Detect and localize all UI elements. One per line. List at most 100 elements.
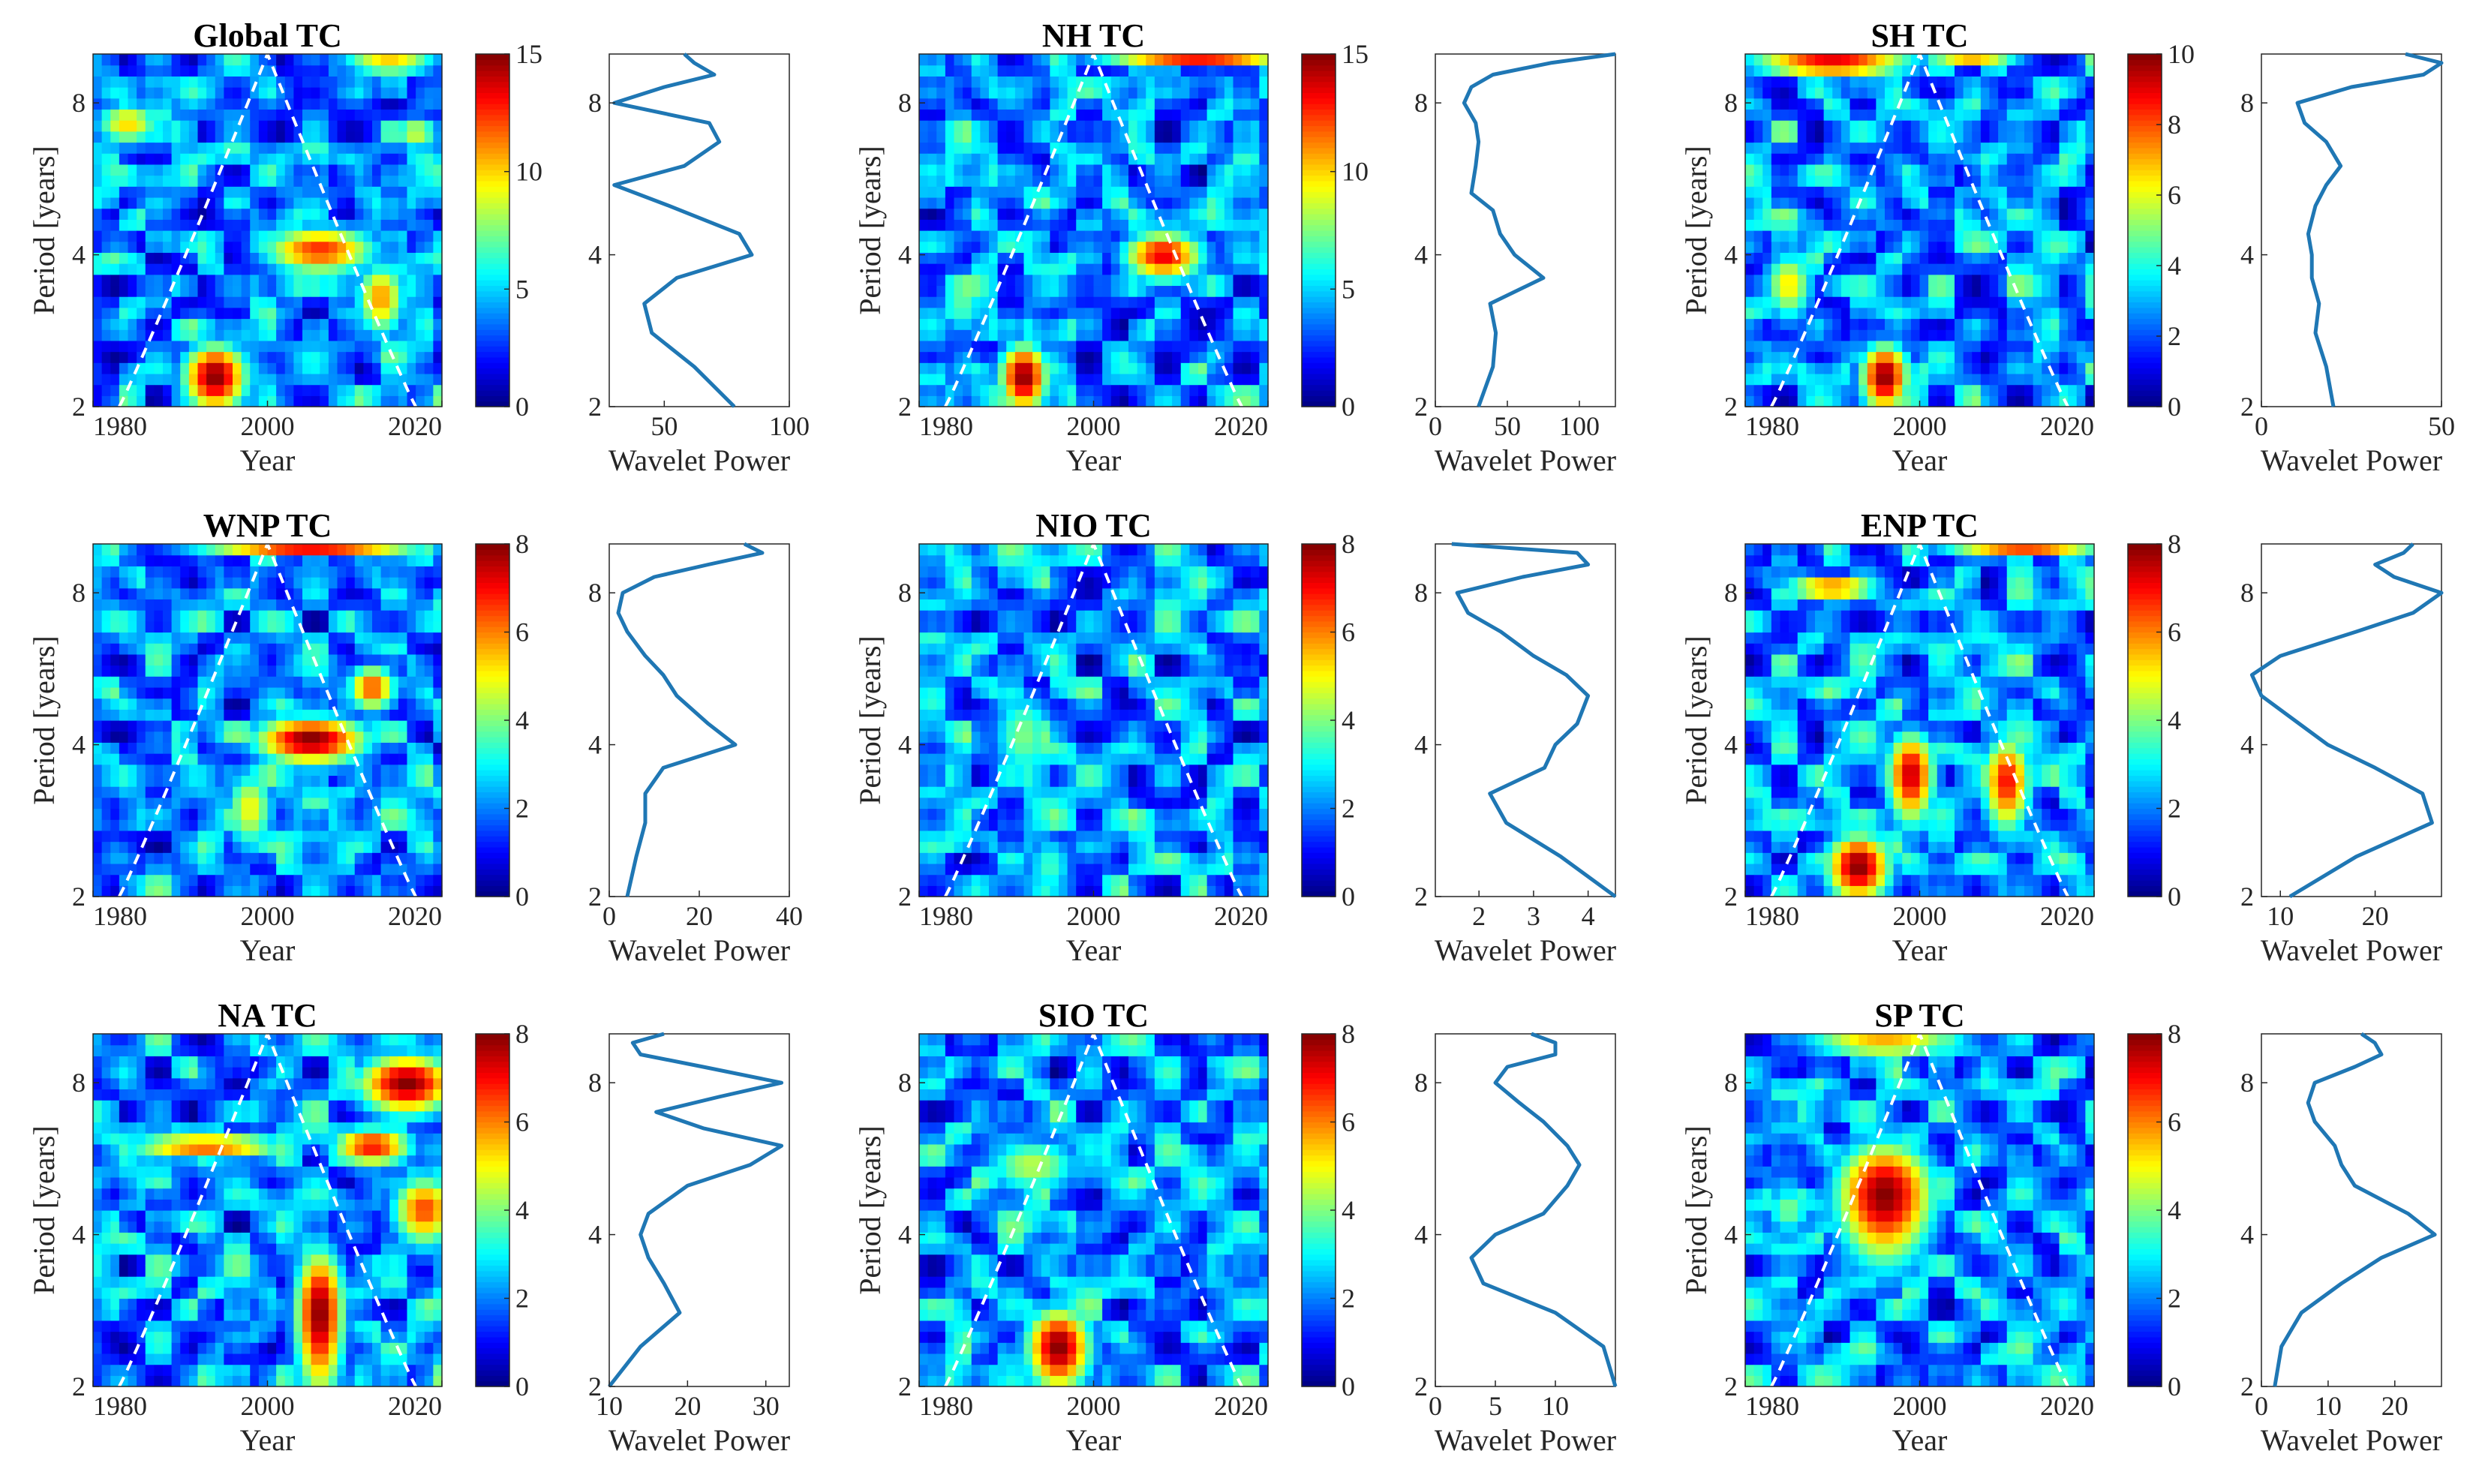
heatmap-cell xyxy=(302,610,312,622)
colorbar-segment xyxy=(1302,241,1336,248)
heatmap-cell xyxy=(1867,131,1877,143)
colorbar-segment xyxy=(2128,104,2162,110)
heatmap-cell xyxy=(233,554,242,566)
heatmap-cell xyxy=(267,296,277,308)
heatmap-cell xyxy=(93,599,103,611)
heatmap-cell xyxy=(1206,384,1216,396)
heatmap-cell xyxy=(328,340,338,353)
heatmap-cell xyxy=(293,775,303,787)
heatmap-cell xyxy=(1259,164,1269,176)
heatmap-cell xyxy=(1128,164,1138,176)
heatmap-cell xyxy=(927,329,937,341)
heatmap-cell xyxy=(206,164,216,176)
heatmap-cell xyxy=(1163,54,1173,66)
heatmap-cell xyxy=(433,65,443,77)
heatmap-cell xyxy=(284,186,294,198)
heatmap-cell xyxy=(1250,120,1260,132)
heatmap-cell xyxy=(1084,362,1095,374)
heatmap-cell xyxy=(1937,263,1946,275)
heatmap-cell xyxy=(398,274,408,287)
heatmap-cell xyxy=(1137,186,1146,198)
heatmap-cell xyxy=(2006,186,2016,198)
heatmap-cell xyxy=(1797,395,1807,407)
heatmap-cell xyxy=(380,274,390,287)
heatmap-cell xyxy=(197,362,207,374)
heatmap-cell xyxy=(276,620,286,633)
heatmap-cell xyxy=(1128,65,1138,77)
heatmap-cell xyxy=(2050,98,2060,110)
heatmap-cell xyxy=(1076,65,1086,77)
heatmap-cell xyxy=(1998,65,2008,77)
heatmap-cell xyxy=(328,54,338,66)
heatmap-cell xyxy=(267,665,277,677)
heatmap-cell xyxy=(328,98,338,110)
heatmap-cell xyxy=(1989,65,1999,77)
heatmap-cell xyxy=(989,197,999,209)
heatmap-cell xyxy=(241,197,251,209)
heatmap-cell xyxy=(1910,197,1921,209)
heatmap-cell xyxy=(1180,175,1190,187)
heatmap-cell xyxy=(1110,318,1120,330)
heatmap-cell xyxy=(433,175,443,187)
colorbar-segment xyxy=(476,263,509,270)
heatmap-cell xyxy=(2015,87,2025,99)
heatmap-cell xyxy=(2085,65,2095,77)
heatmap-cell xyxy=(1815,87,1825,99)
heatmap-cell xyxy=(980,65,990,77)
heatmap-cell xyxy=(1859,373,1868,386)
heatmap-cell xyxy=(206,764,216,777)
heatmap-cell xyxy=(433,318,443,330)
heatmap-cell xyxy=(2006,395,2016,407)
heatmap-cell xyxy=(1154,395,1164,407)
heatmap-cell xyxy=(424,109,434,121)
heatmap-cell xyxy=(224,120,233,132)
heatmap-cell xyxy=(93,698,103,710)
heatmap-cell xyxy=(110,373,120,386)
heatmap-cell xyxy=(2042,109,2051,121)
heatmap-cell xyxy=(1198,241,1208,253)
heatmap-cell xyxy=(389,164,399,176)
heatmap-cell xyxy=(1259,208,1269,220)
heatmap-cell xyxy=(1919,395,1929,407)
heatmap-cell xyxy=(919,120,929,132)
heatmap-cell xyxy=(258,296,269,308)
heatmap-cell xyxy=(1250,54,1260,66)
colorbar-segment xyxy=(1302,114,1336,121)
heatmap-cell xyxy=(250,819,260,831)
heatmap-cell xyxy=(1937,230,1946,242)
heatmap-cell xyxy=(163,76,173,88)
heatmap-cell xyxy=(971,153,981,165)
heatmap-cell xyxy=(241,544,251,556)
heatmap-cell xyxy=(119,852,129,864)
heatmap-cell xyxy=(1224,109,1234,121)
heatmap-cell xyxy=(1198,120,1208,132)
heatmap-cell xyxy=(1859,219,1868,231)
heatmap-cell xyxy=(267,340,277,353)
heatmap-cell xyxy=(963,241,972,253)
heatmap-cell xyxy=(302,329,312,341)
heatmap-cell xyxy=(1110,120,1120,132)
heatmap-cell xyxy=(233,599,242,611)
heatmap-cell xyxy=(119,373,129,386)
heatmap-cell xyxy=(1998,318,2008,330)
heatmap-cell xyxy=(1902,362,1912,374)
heatmap-cell xyxy=(398,351,408,363)
heatmap-cell xyxy=(215,874,224,886)
heatmap-cell xyxy=(1093,395,1103,407)
heatmap-cell xyxy=(1806,340,1816,353)
colorbar-segment xyxy=(2128,71,2162,77)
colorbar-tick-label: 15 xyxy=(1342,39,1369,69)
heatmap-cell xyxy=(101,362,111,374)
heatmap-cell xyxy=(380,384,390,396)
heatmap-cell xyxy=(936,329,946,341)
heatmap-cell xyxy=(171,208,181,220)
heatmap-cell xyxy=(2024,362,2034,374)
heatmap-cell xyxy=(2076,241,2086,253)
heatmap-cell xyxy=(1137,131,1146,143)
heatmap-cell xyxy=(128,653,137,666)
heatmap-cell xyxy=(128,885,137,897)
heatmap-cell xyxy=(1093,230,1103,242)
heatmap-cell xyxy=(980,87,990,99)
heatmap-cell xyxy=(971,263,981,275)
